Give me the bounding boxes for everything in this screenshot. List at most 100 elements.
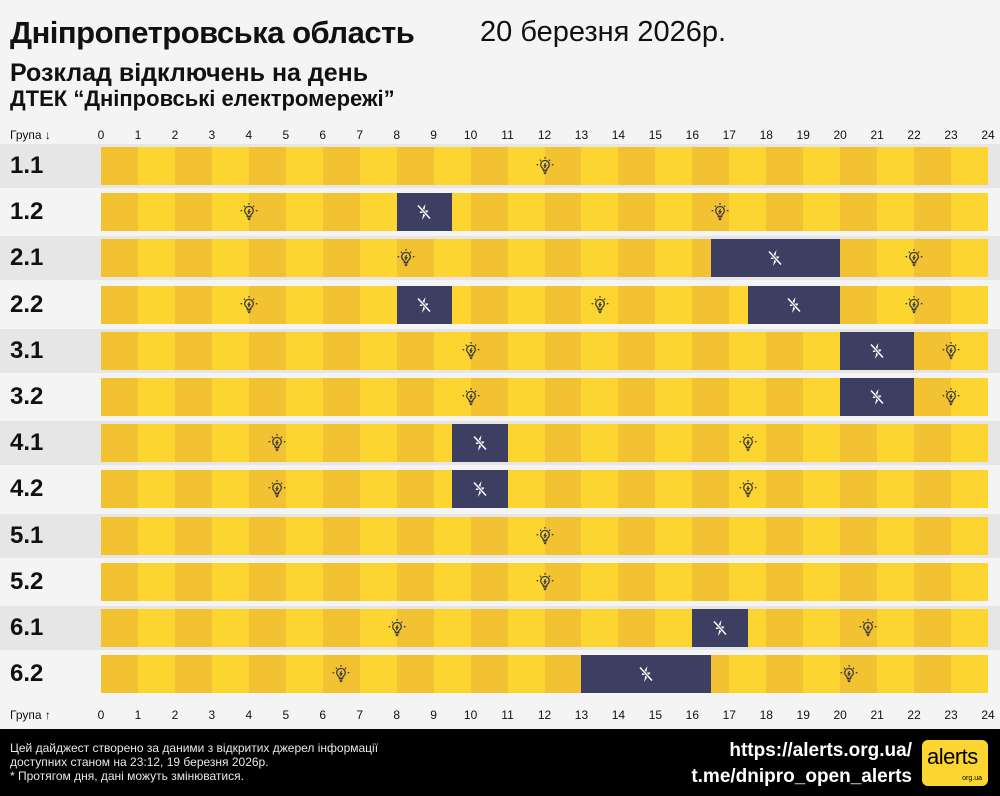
hour-cell	[766, 609, 804, 647]
power-off-icon	[414, 202, 434, 222]
hour-cell	[285, 655, 324, 694]
hour-cell	[618, 331, 656, 370]
hour-cell	[433, 609, 472, 647]
group-label: 5.1	[0, 513, 100, 558]
light-bulb-icon	[858, 618, 878, 638]
power-off-icon	[710, 618, 730, 638]
hour-cell	[951, 609, 989, 647]
hour-cell	[285, 609, 324, 647]
hour-cell	[544, 655, 582, 694]
light-bulb-icon	[738, 479, 758, 499]
telegram-link[interactable]: t.me/dnipro_open_alerts	[691, 766, 912, 787]
group-track-5-1	[101, 516, 989, 555]
hour-cell	[655, 285, 693, 324]
hour-tick-label: 18	[759, 708, 773, 722]
hour-cell	[322, 147, 361, 185]
hour-tick-label: 13	[574, 128, 589, 142]
hour-tick-label: 11	[501, 128, 514, 142]
hour-cell	[359, 655, 398, 694]
light-bulb-icon	[904, 295, 924, 315]
hour-cell	[655, 147, 693, 185]
hour-tick-label: 16	[685, 708, 699, 722]
hour-cell	[285, 147, 324, 185]
hour-tick-label: 23	[944, 708, 958, 722]
hour-cell	[285, 470, 324, 509]
hour-cell	[914, 147, 952, 185]
hour-cell	[322, 239, 361, 278]
note-line-3: * Протягом дня, дані можуть змінюватися.	[10, 769, 244, 783]
hour-cell	[211, 655, 250, 694]
hour-cell	[914, 424, 952, 463]
group-label: 1.2	[10, 198, 44, 226]
light-bulb-icon	[387, 618, 407, 638]
hour-cell	[951, 655, 989, 694]
hour-cell	[618, 470, 656, 509]
hour-cell	[914, 516, 952, 555]
hour-cell	[803, 562, 841, 601]
hour-cell	[655, 470, 693, 509]
hour-cell	[729, 655, 767, 694]
hour-cell	[211, 609, 250, 647]
outage-block	[710, 239, 841, 278]
hour-cell	[507, 655, 545, 694]
outage-block	[747, 285, 841, 324]
outage-block	[452, 470, 508, 509]
hour-cell	[877, 239, 915, 278]
hour-cell	[766, 516, 804, 555]
hour-cell	[359, 562, 398, 601]
hour-cell	[322, 193, 361, 232]
hour-tick-label: 15	[648, 128, 663, 142]
hour-tick-label: 3	[208, 708, 216, 722]
hour-tick-label: 17	[722, 128, 736, 142]
hour-cell	[544, 424, 582, 463]
hour-cell	[655, 193, 693, 232]
hour-cell	[877, 470, 915, 509]
hour-cell	[248, 562, 287, 601]
hour-tick-label: 8	[393, 128, 400, 142]
light-bulb-icon	[461, 341, 481, 361]
hour-cell	[470, 285, 509, 324]
hour-cell	[951, 378, 989, 416]
hour-tick-label: 2	[171, 708, 179, 722]
hour-cell	[581, 424, 619, 463]
group-label: 4.1	[0, 421, 100, 466]
hour-tick-label: 5	[282, 128, 290, 142]
group-label: 6.1	[0, 606, 100, 650]
hour-cell	[544, 378, 582, 416]
hour-cell	[248, 331, 287, 370]
alerts-logo[interactable]: alerts org.ua	[922, 740, 988, 786]
hour-cell	[285, 239, 324, 278]
hour-cell	[803, 424, 841, 463]
hour-cell	[101, 378, 139, 416]
hour-cell	[137, 147, 176, 185]
hour-cell	[174, 562, 213, 601]
hour-cell	[655, 516, 693, 555]
hour-tick-label: 22	[907, 708, 921, 722]
hour-cell	[507, 378, 545, 416]
hour-cell	[655, 609, 693, 647]
hour-tick-label: 12	[537, 708, 552, 722]
hour-cell	[285, 516, 324, 555]
hour-cell	[101, 193, 139, 232]
hour-cell	[507, 609, 545, 647]
website-link[interactable]: https://alerts.org.ua/	[729, 740, 912, 761]
hour-cell	[951, 470, 989, 509]
group-label: 2.2	[10, 290, 44, 318]
hour-cell	[396, 470, 435, 509]
hour-cell	[544, 331, 582, 370]
hour-cell	[803, 609, 841, 647]
footer: Цей дайджест створено за даними з відкри…	[0, 729, 1000, 796]
hour-cell	[729, 147, 767, 185]
light-bulb-icon	[710, 202, 730, 222]
hour-cell	[507, 193, 545, 232]
hour-tick-label: 14	[611, 128, 626, 142]
light-bulb-icon	[941, 341, 961, 361]
light-bulb-icon	[461, 387, 481, 407]
hour-cell	[211, 331, 250, 370]
hour-cell	[914, 562, 952, 601]
hour-tick-label: 4	[245, 128, 253, 142]
outage-block	[692, 609, 748, 647]
hour-cell	[951, 239, 989, 278]
hour-cell	[359, 239, 398, 278]
hour-cell	[692, 378, 730, 416]
